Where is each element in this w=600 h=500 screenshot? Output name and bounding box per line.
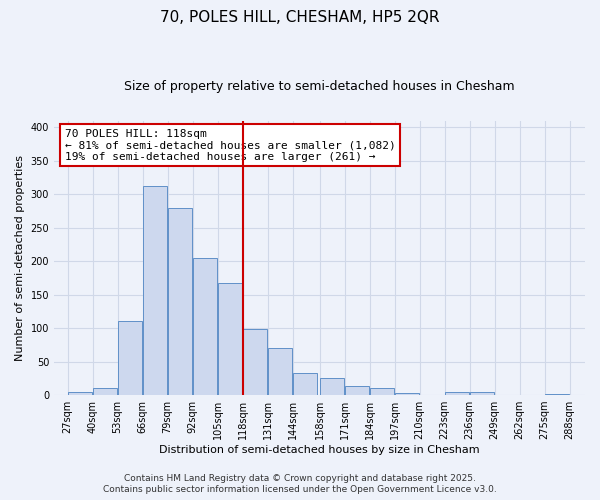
Bar	[68, 392, 92, 395]
Bar	[320, 378, 344, 395]
Bar	[370, 388, 394, 395]
Text: Contains HM Land Registry data © Crown copyright and database right 2025.
Contai: Contains HM Land Registry data © Crown c…	[103, 474, 497, 494]
Bar	[345, 386, 369, 395]
Bar	[143, 186, 167, 395]
Text: 70 POLES HILL: 118sqm
← 81% of semi-detached houses are smaller (1,082)
19% of s: 70 POLES HILL: 118sqm ← 81% of semi-deta…	[65, 129, 395, 162]
Bar	[243, 330, 267, 395]
Bar	[93, 388, 117, 395]
Bar	[445, 392, 469, 395]
Text: 70, POLES HILL, CHESHAM, HP5 2QR: 70, POLES HILL, CHESHAM, HP5 2QR	[160, 10, 440, 25]
Title: Size of property relative to semi-detached houses in Chesham: Size of property relative to semi-detach…	[124, 80, 515, 93]
Bar	[268, 348, 292, 395]
Bar	[218, 282, 242, 395]
Bar	[470, 392, 494, 395]
X-axis label: Distribution of semi-detached houses by size in Chesham: Distribution of semi-detached houses by …	[159, 445, 480, 455]
Y-axis label: Number of semi-detached properties: Number of semi-detached properties	[15, 155, 25, 361]
Bar	[193, 258, 217, 395]
Bar	[545, 394, 569, 395]
Bar	[118, 322, 142, 395]
Bar	[293, 373, 317, 395]
Bar	[395, 393, 419, 395]
Bar	[168, 208, 192, 395]
